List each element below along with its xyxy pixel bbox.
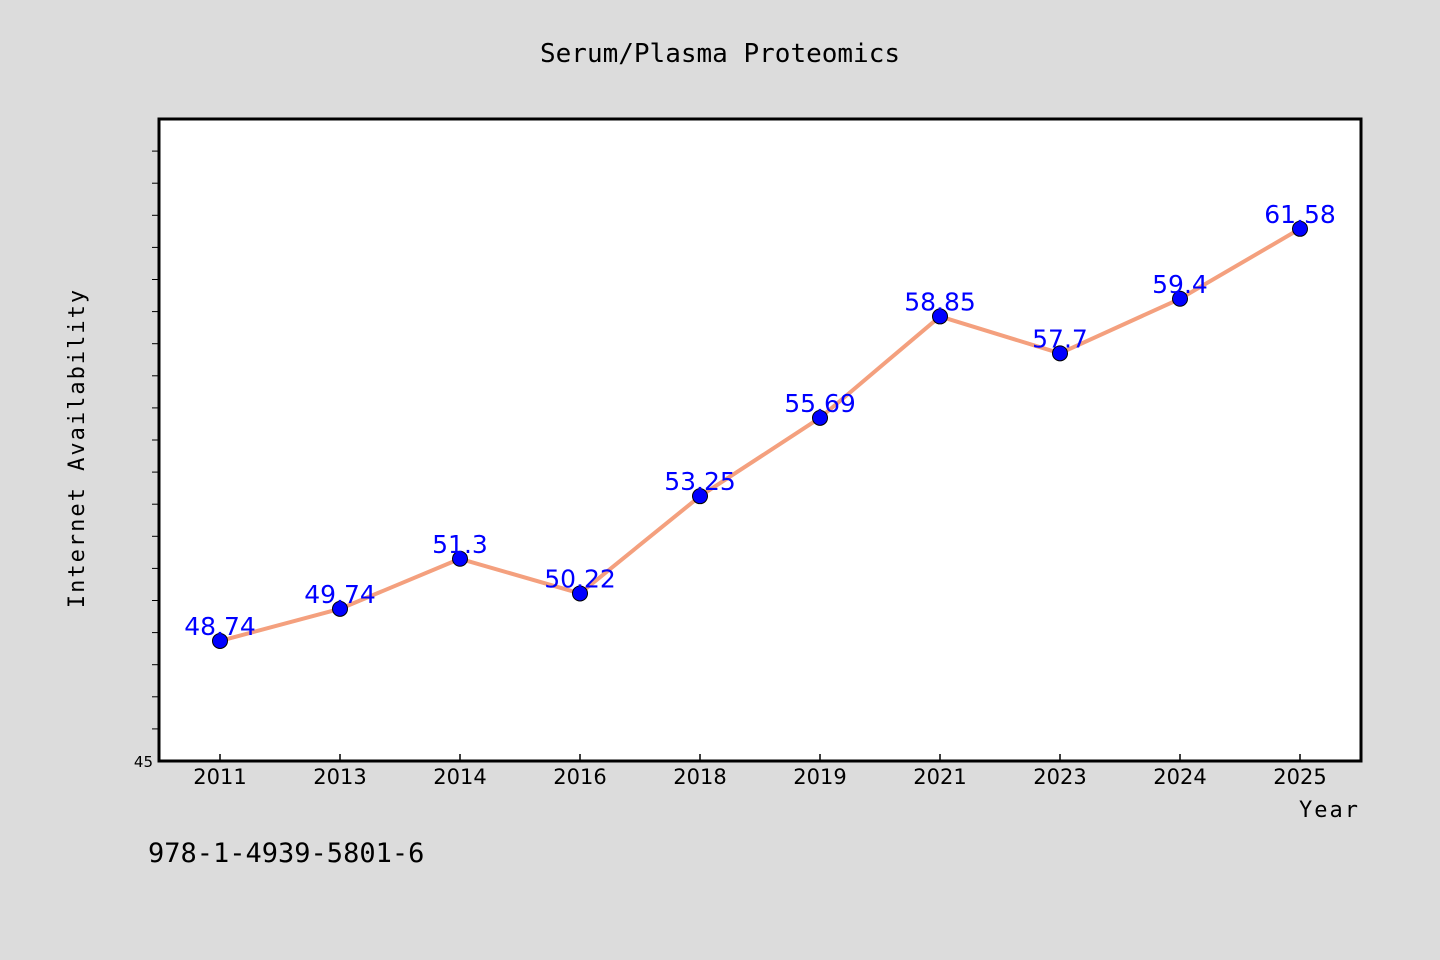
data-label: 50.22 — [544, 564, 616, 593]
y-axis-min-label: 45 — [134, 753, 153, 771]
data-label: 58.85 — [904, 287, 976, 316]
data-label: 49.74 — [304, 580, 376, 609]
data-point — [1292, 220, 1308, 237]
isbn-footnote: 978-1-4939-5801-6 — [148, 838, 424, 869]
x-tick-label: 2014 — [433, 765, 486, 789]
data-label: 48.74 — [184, 612, 256, 641]
data-label: 59.4 — [1152, 270, 1208, 299]
data-point — [812, 409, 828, 426]
data-point — [212, 632, 228, 649]
data-point — [332, 600, 348, 617]
data-label: 55.69 — [784, 389, 856, 418]
data-point — [1052, 345, 1068, 362]
y-axis-label: Internet Availability — [65, 288, 90, 608]
x-axis-ticks: 2011 2013 2014 2016 2018 2019 2021 2023 2024 2025 — [193, 754, 1327, 789]
x-tick-label: 2019 — [793, 765, 846, 789]
data-point — [1172, 290, 1188, 307]
data-label: 53.25 — [664, 467, 736, 496]
chart-title: Serum/Plasma Proteomics — [540, 39, 900, 69]
data-label: 61.58 — [1264, 200, 1336, 229]
x-axis-label: Year — [1299, 798, 1360, 823]
x-tick-label: 2023 — [1033, 765, 1086, 789]
x-tick-label: 2011 — [193, 765, 246, 789]
x-tick-label: 2016 — [553, 765, 606, 789]
data-point — [452, 550, 468, 567]
data-label: 51.3 — [432, 530, 488, 559]
data-point — [572, 585, 588, 602]
series-line — [219, 227, 1302, 643]
x-tick-label: 2024 — [1153, 765, 1206, 789]
x-tick-label: 2025 — [1273, 765, 1326, 789]
x-tick-label: 2013 — [313, 765, 366, 789]
plot-area — [157, 117, 1363, 763]
data-label: 57.7 — [1032, 324, 1088, 353]
x-tick-label: 2021 — [913, 765, 966, 789]
data-point — [692, 488, 708, 505]
x-tick-label: 2018 — [673, 765, 726, 789]
series-layer: 48.74 49.74 51.3 50.22 53.25 55.69 58.85 57.7 59… — [184, 200, 1336, 649]
data-point — [932, 308, 948, 325]
y-axis-ticks — [152, 150, 159, 730]
